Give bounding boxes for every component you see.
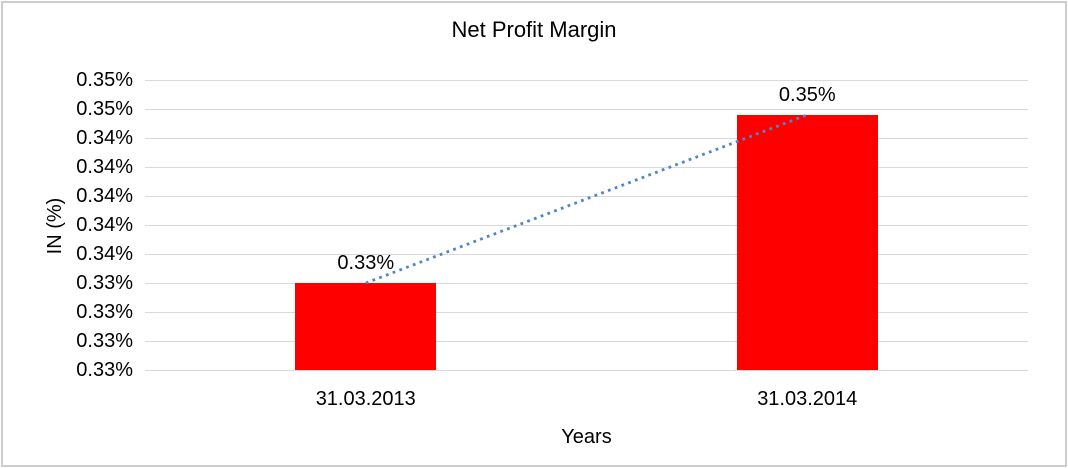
data-label: 0.35% [778, 83, 836, 106]
gridline [145, 311, 1028, 313]
bar-31.03.2013 [295, 283, 437, 370]
gridline [145, 282, 1028, 284]
plot-area: 0.33% 0.35% [145, 79, 1028, 371]
gridline [145, 195, 1028, 197]
chart-title: Net Profit Margin [451, 17, 617, 42]
gridline [145, 166, 1028, 168]
y-axis-tick-label: 0.34% [76, 156, 133, 178]
y-axis-tick-label: 0.34% [76, 214, 133, 236]
x-axis-tick-label: 31.03.2014 [757, 388, 858, 410]
gridline [145, 137, 1028, 139]
bar-31.03.2014 [736, 114, 878, 370]
gridline [145, 369, 1028, 371]
gridline [145, 340, 1028, 342]
y-axis-tick-label: 0.35% [76, 69, 133, 91]
gridline [145, 108, 1028, 110]
y-axis-tick-label: 0.33% [76, 301, 133, 323]
gridline [145, 253, 1028, 255]
x-axis-tick-labels: 31.03.2013 31.03.2014 [145, 387, 1028, 411]
y-axis-tick-label: 0.34% [76, 185, 133, 207]
y-axis-tick-label: 0.35% [76, 98, 133, 120]
gridline [145, 79, 1028, 81]
data-label: 0.33% [337, 252, 395, 274]
y-axis-tick-label: 0.34% [76, 243, 133, 265]
y-axis-tick-label: 0.33% [76, 272, 133, 294]
gridline [145, 224, 1028, 226]
y-axis-tick-label: 0.34% [76, 127, 133, 149]
trendline [365, 113, 808, 285]
y-axis-tick-label: 0.33% [76, 330, 133, 352]
x-axis-title: Years [561, 426, 612, 448]
x-axis-tick-label: 31.03.2013 [315, 388, 416, 410]
y-axis-tick-label: 0.33% [76, 359, 133, 381]
y-axis-tick-labels: 0.35% 0.35% 0.34% 0.34% 0.34% 0.34% 0.34% 0.33%… [0, 69, 133, 381]
